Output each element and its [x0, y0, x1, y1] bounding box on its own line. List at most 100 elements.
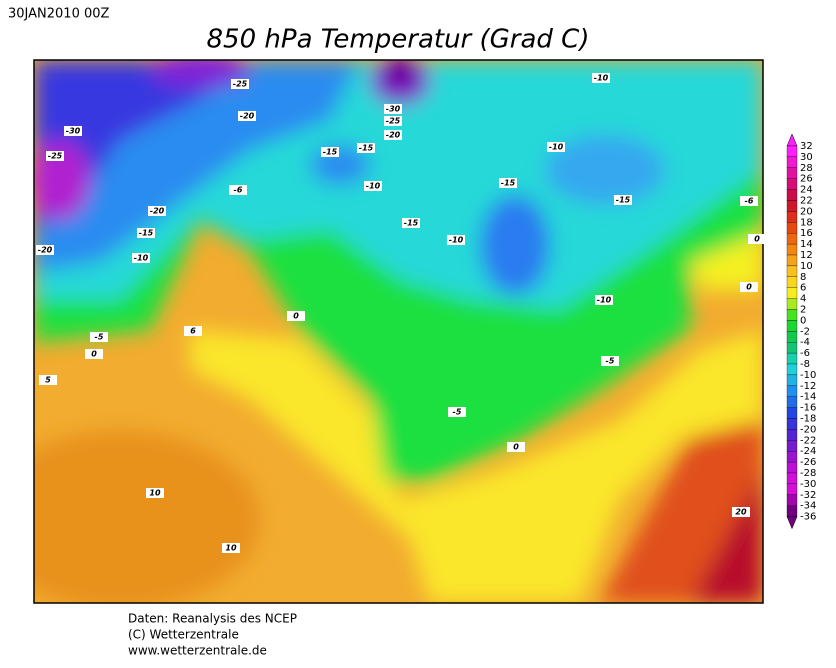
label-box — [85, 349, 103, 359]
colorbar-label: 28 — [800, 163, 813, 174]
contour-label: -15 — [359, 144, 374, 153]
label-box — [148, 206, 166, 216]
colorbar-band — [786, 472, 798, 485]
colorbar-label: 12 — [800, 250, 813, 261]
label-box — [614, 195, 632, 205]
label-box — [46, 151, 64, 161]
contour-label: -10 — [549, 143, 564, 152]
label-box — [732, 507, 750, 517]
colorbar-band — [786, 342, 798, 354]
label-box — [229, 185, 247, 195]
label-box — [384, 130, 402, 140]
label-box — [595, 295, 613, 305]
colorbar-band — [786, 418, 798, 430]
contour-label: -6 — [745, 197, 754, 206]
colorbar-label: 4 — [800, 294, 806, 305]
colorbar-label: 18 — [800, 217, 813, 228]
label-box — [447, 235, 465, 245]
colorbar-label: 0 — [800, 315, 806, 326]
map — [34, 60, 763, 603]
label-box — [231, 79, 249, 89]
contour-label: 0 — [754, 235, 760, 244]
colorbar-band — [786, 429, 798, 441]
label-box — [39, 375, 57, 385]
colorbar-label: 6 — [800, 283, 806, 294]
label-box — [384, 104, 402, 114]
label-box — [740, 196, 758, 206]
colorbar-band — [786, 287, 798, 299]
colorbar-band — [786, 276, 798, 288]
label-box — [287, 311, 305, 321]
contour-label: -5 — [95, 333, 104, 342]
colorbar-label: -12 — [800, 381, 816, 392]
colorbar-band — [786, 494, 798, 506]
colorbar-label: 22 — [800, 196, 813, 207]
colorbar-band — [786, 374, 798, 386]
colorbar-band — [786, 243, 798, 256]
label-box — [321, 147, 339, 157]
colorbar-band — [786, 331, 798, 343]
footer-line: Daten: Reanalysis des NCEP — [128, 612, 297, 626]
contour-label: 6 — [190, 327, 196, 336]
contour-label: 20 — [735, 508, 747, 517]
colorbar-band — [786, 167, 798, 179]
colorbar-label: 16 — [800, 228, 813, 239]
contour-label: -5 — [606, 357, 615, 366]
colorbar-label: 14 — [800, 239, 813, 250]
contour-label: -15 — [404, 219, 419, 228]
label-box — [547, 142, 565, 152]
colorbar-band — [786, 222, 798, 234]
label-box — [90, 332, 108, 342]
label-box — [402, 218, 420, 228]
label-box — [184, 326, 202, 336]
label-box — [146, 488, 164, 498]
colorbar-band — [786, 200, 798, 212]
label-box — [601, 356, 619, 366]
label-box — [238, 111, 256, 121]
colorbar-band — [786, 211, 798, 223]
colorbar-label: -14 — [800, 392, 816, 403]
contour-label: -15 — [139, 229, 154, 238]
colorbar-label: 10 — [800, 261, 813, 272]
colorbar-label: -18 — [800, 414, 816, 425]
contour-label: 0 — [91, 350, 97, 359]
contour-label: -15 — [323, 148, 338, 157]
colorbar-label: -4 — [800, 337, 810, 348]
colorbar-band — [786, 320, 798, 332]
colorbar-band — [786, 385, 798, 397]
contour-label: 0 — [293, 312, 299, 321]
colorbar-cap — [786, 516, 798, 530]
footer-line: (C) Wetterzentrale — [128, 628, 239, 642]
footer-line: www.wetterzentrale.de — [128, 644, 267, 658]
colorbar-band — [786, 483, 798, 495]
colorbar-band — [786, 451, 798, 463]
colorbar-band — [786, 254, 798, 267]
colorbar-label: -30 — [800, 479, 816, 490]
contour-label: -30 — [386, 105, 401, 114]
contour-label: -10 — [449, 236, 464, 245]
contour-label: 10 — [149, 489, 161, 498]
colorbar-band — [786, 505, 798, 517]
date: 30JAN2010 00Z — [8, 7, 110, 22]
label-box — [222, 543, 240, 553]
colorbar-label: -22 — [800, 435, 816, 446]
contour-label: -20 — [386, 131, 401, 140]
colorbar-label: 30 — [800, 152, 813, 163]
colorbar-band — [786, 309, 798, 321]
colorbar-label: -10 — [800, 370, 816, 381]
colorbar-label: 26 — [800, 174, 813, 185]
label-box — [364, 181, 382, 191]
contour-label: -20 — [150, 207, 165, 216]
contour-label: 0 — [746, 283, 752, 292]
colorbar-band — [786, 352, 798, 365]
label-box — [448, 407, 466, 417]
label-box — [64, 126, 82, 136]
map-frame — [33, 59, 764, 604]
label-box — [592, 73, 610, 83]
colorbar-band — [786, 407, 798, 419]
contour-label: -15 — [501, 179, 516, 188]
colorbar-label: -20 — [800, 424, 816, 435]
contour-label: -10 — [134, 254, 149, 263]
contour-label: -30 — [66, 127, 81, 136]
